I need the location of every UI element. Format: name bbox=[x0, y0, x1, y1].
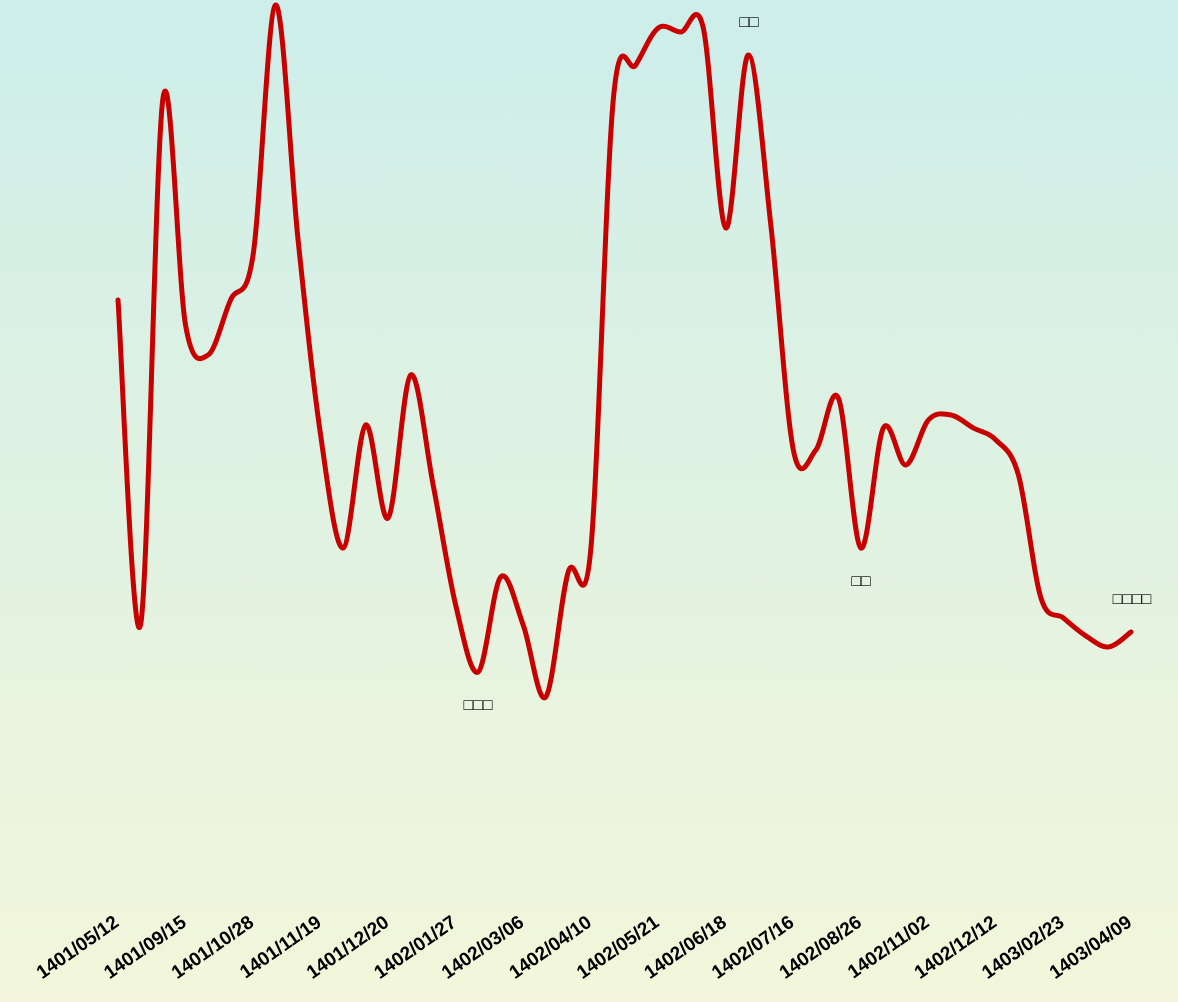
annotation: □□□□ bbox=[1113, 591, 1152, 608]
annotation: □□ bbox=[851, 573, 871, 590]
line bbox=[115, 2, 1134, 701]
annotation: □□ bbox=[739, 14, 759, 31]
annotation: □□□ bbox=[464, 697, 493, 714]
